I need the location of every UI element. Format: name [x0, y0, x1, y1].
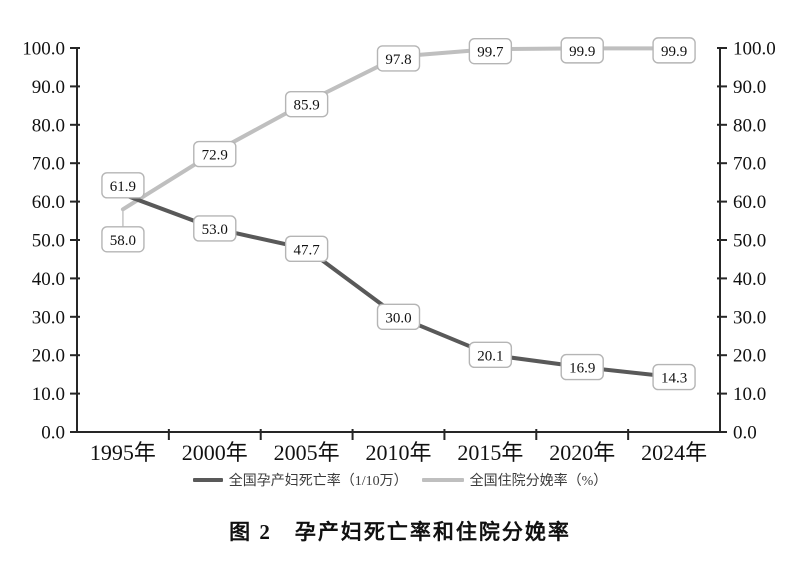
data-label-value: 47.7	[294, 242, 321, 258]
data-label-box	[284, 90, 329, 118]
chart-area: 0.0 0.0 10.0 10.0 20.0 20.0 30.0 30.0 40.0 40.0 50…	[22, 37, 776, 465]
y-tick-label-left: 100.0	[22, 39, 65, 60]
y-tick-label-left: 50.0	[32, 231, 65, 252]
data-label-value: 72.9	[202, 148, 228, 164]
y-tick-label-left: 0.0	[41, 423, 65, 444]
legend-line-swatch-dark-icon	[192, 478, 223, 482]
data-label-box	[560, 353, 604, 381]
x-tick-label: 2010年	[365, 440, 431, 465]
x-tick-label: 2020年	[549, 440, 615, 465]
x-tick-label: 2024年	[641, 440, 707, 465]
y-tick-label-left: 60.0	[32, 192, 65, 213]
data-label-value: 97.8	[385, 52, 411, 68]
y-tick-label-right: 90.0	[733, 77, 766, 98]
legend-line-swatch-light-icon	[421, 478, 464, 482]
y-tick-label-left: 80.0	[32, 115, 65, 136]
x-tick-label: 1995年	[90, 440, 156, 465]
legend-item-maternal-mortality: 全国孕产妇死亡率（1/10万）	[192, 470, 408, 490]
y-tick-label-left: 70.0	[32, 154, 65, 175]
data-label-value: 99.9	[569, 44, 595, 60]
data-label-value: 58.0	[110, 233, 136, 249]
y-tick-label-right: 0.0	[733, 423, 757, 444]
chart-legend: 全国孕产妇死亡率（1/10万） 全国住院分娩率（%）	[0, 470, 800, 490]
data-label-value: 14.3	[661, 371, 687, 387]
y-tick-label-right: 50.0	[733, 231, 766, 252]
data-label-value: 85.9	[294, 98, 320, 114]
dual-axis-line-chart: 0.0 0.0 10.0 10.0 20.0 20.0 30.0 30.0 40.0 40.0 50…	[22, 37, 776, 465]
y-tick-label-left: 20.0	[32, 346, 65, 367]
y-tick-label-right: 60.0	[733, 192, 766, 213]
data-label-value: 53.0	[202, 222, 228, 238]
y-tick-label-left: 10.0	[32, 384, 65, 405]
data-label-box	[468, 37, 513, 65]
figure-caption: 图 2 孕产妇死亡率和住院分娩率	[229, 520, 571, 544]
y-tick-label-right: 80.0	[733, 115, 766, 136]
y-tick-label-right: 10.0	[733, 384, 766, 405]
legend-label-hospital-delivery: 全国住院分娩率（%）	[469, 474, 608, 489]
series-line-1	[120, 46, 677, 212]
data-label-value: 30.0	[385, 310, 411, 326]
data-label-box	[284, 235, 329, 263]
y-tick-label-left: 90.0	[32, 77, 65, 98]
data-label-value: 99.9	[661, 44, 687, 60]
data-label-value: 99.7	[477, 45, 504, 61]
data-label-value: 20.1	[477, 348, 503, 364]
data-label-box	[101, 226, 145, 253]
x-tick-label: 2005年	[274, 440, 340, 465]
y-tick-label-left: 40.0	[32, 269, 65, 290]
data-label-value: 16.9	[569, 361, 595, 377]
legend-item-hospital-delivery: 全国住院分娩率（%）	[421, 470, 608, 490]
data-label-box	[376, 303, 421, 330]
x-tick-label: 2015年	[457, 440, 523, 465]
data-label-box	[468, 341, 513, 369]
y-tick-label-right: 30.0	[733, 307, 766, 328]
data-label-box	[652, 363, 696, 391]
data-label-box	[560, 37, 604, 64]
y-tick-label-right: 20.0	[733, 346, 766, 367]
data-label-box	[193, 140, 237, 168]
data-label-box	[652, 37, 696, 64]
y-tick-label-right: 70.0	[733, 154, 766, 175]
data-label-box	[101, 172, 145, 199]
data-label-box	[193, 215, 237, 242]
y-tick-label-right: 40.0	[733, 269, 766, 290]
legend-label-maternal-mortality: 全国孕产妇死亡率（1/10万）	[228, 474, 408, 489]
x-tick-label: 2000年	[182, 440, 248, 465]
data-label-box	[376, 45, 421, 72]
data-label-value: 61.9	[110, 179, 136, 195]
y-tick-label-left: 30.0	[32, 307, 65, 328]
y-tick-label-right: 100.0	[733, 39, 776, 60]
